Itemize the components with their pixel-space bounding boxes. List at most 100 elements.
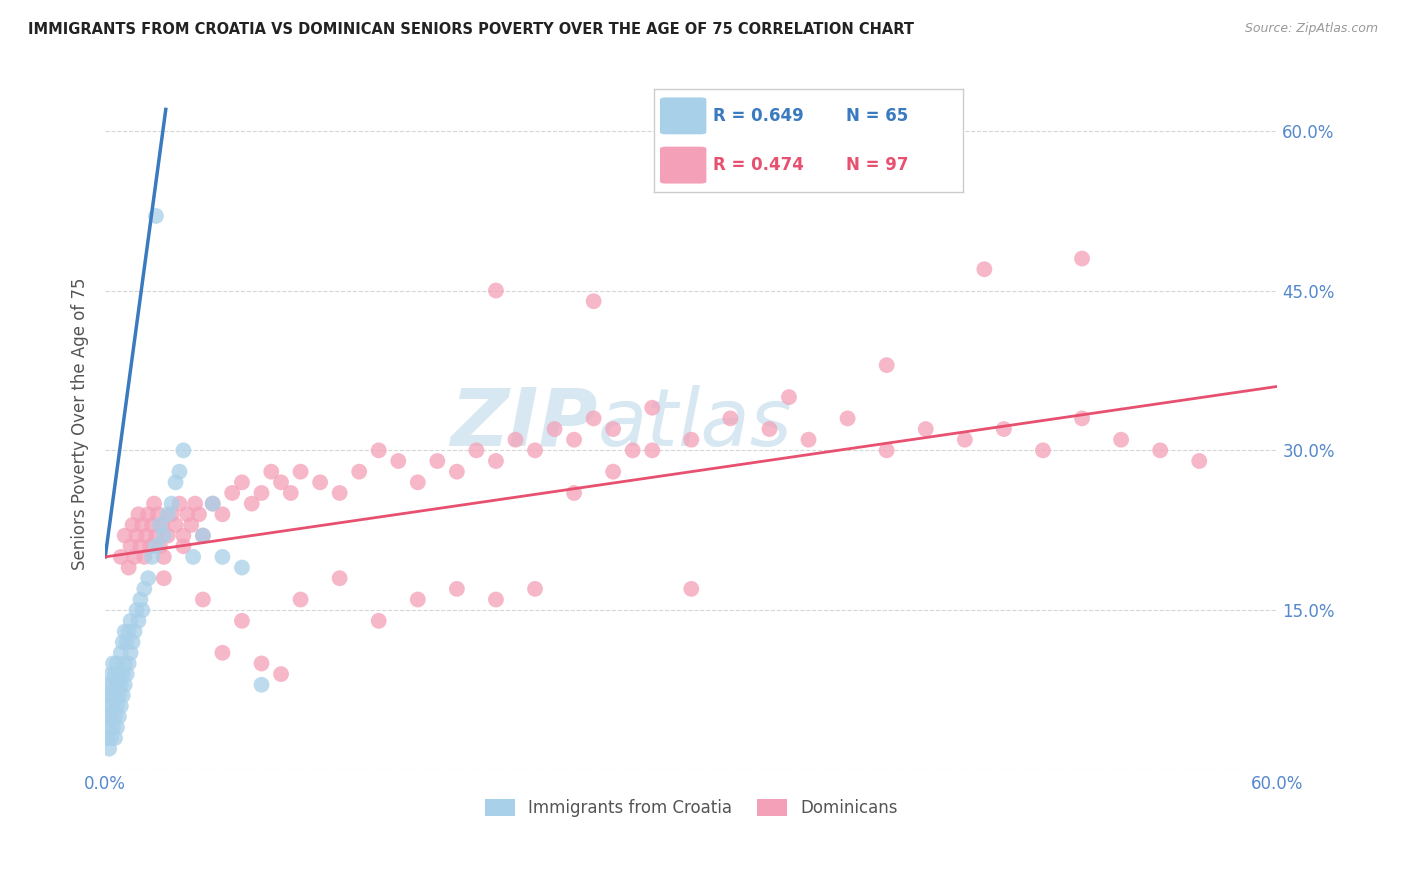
- Point: [465, 443, 488, 458]
- Point: [914, 422, 936, 436]
- Point: [250, 678, 273, 692]
- Point: [96, 731, 118, 745]
- Point: [211, 549, 233, 564]
- Point: [114, 678, 136, 692]
- Point: [98, 678, 121, 692]
- Point: [797, 433, 820, 447]
- FancyBboxPatch shape: [659, 97, 706, 135]
- Text: IMMIGRANTS FROM CROATIA VS DOMINICAN SENIORS POVERTY OVER THE AGE OF 75 CORRELAT: IMMIGRANTS FROM CROATIA VS DOMINICAN SEN…: [28, 22, 914, 37]
- Point: [165, 517, 187, 532]
- Point: [125, 603, 148, 617]
- Point: [145, 528, 167, 542]
- Point: [169, 465, 191, 479]
- Point: [114, 624, 136, 639]
- Point: [758, 422, 780, 436]
- Point: [160, 508, 183, 522]
- Point: [1149, 443, 1171, 458]
- Point: [120, 614, 142, 628]
- Point: [778, 390, 800, 404]
- Text: R = 0.474: R = 0.474: [713, 156, 803, 174]
- Point: [602, 422, 624, 436]
- Point: [121, 635, 143, 649]
- Point: [485, 454, 508, 468]
- Point: [101, 657, 124, 671]
- Point: [387, 454, 409, 468]
- Point: [250, 657, 273, 671]
- Point: [105, 678, 128, 692]
- Point: [172, 443, 194, 458]
- Point: [111, 667, 134, 681]
- Point: [180, 517, 202, 532]
- Point: [110, 646, 132, 660]
- Point: [169, 497, 191, 511]
- Point: [718, 411, 741, 425]
- Text: ZIP: ZIP: [450, 384, 598, 463]
- Point: [290, 465, 312, 479]
- Point: [98, 699, 121, 714]
- Point: [104, 667, 127, 681]
- Point: [290, 592, 312, 607]
- Point: [98, 720, 121, 734]
- Point: [953, 433, 976, 447]
- Point: [108, 689, 131, 703]
- Point: [153, 571, 176, 585]
- Point: [98, 741, 121, 756]
- Point: [104, 710, 127, 724]
- Point: [485, 284, 508, 298]
- Point: [101, 699, 124, 714]
- Point: [134, 582, 156, 596]
- Point: [160, 497, 183, 511]
- Point: [446, 582, 468, 596]
- Point: [543, 422, 565, 436]
- Point: [181, 549, 204, 564]
- Point: [240, 497, 263, 511]
- Point: [184, 497, 207, 511]
- Point: [105, 657, 128, 671]
- Point: [582, 294, 605, 309]
- Point: [1071, 252, 1094, 266]
- Point: [270, 475, 292, 490]
- Point: [153, 528, 176, 542]
- Point: [1188, 454, 1211, 468]
- Legend: Immigrants from Croatia, Dominicans: Immigrants from Croatia, Dominicans: [478, 792, 904, 824]
- Point: [260, 465, 283, 479]
- Point: [172, 539, 194, 553]
- Point: [188, 508, 211, 522]
- Point: [111, 689, 134, 703]
- Point: [127, 508, 149, 522]
- Point: [120, 646, 142, 660]
- Point: [165, 475, 187, 490]
- Point: [129, 592, 152, 607]
- Point: [524, 582, 547, 596]
- Point: [367, 614, 389, 628]
- Point: [156, 508, 179, 522]
- Point: [114, 528, 136, 542]
- Point: [993, 422, 1015, 436]
- Point: [837, 411, 859, 425]
- Point: [110, 699, 132, 714]
- Point: [1109, 433, 1132, 447]
- Point: [446, 465, 468, 479]
- Point: [681, 433, 703, 447]
- Point: [135, 528, 157, 542]
- Point: [201, 497, 224, 511]
- Point: [406, 475, 429, 490]
- Point: [120, 539, 142, 553]
- Point: [108, 667, 131, 681]
- Point: [118, 560, 141, 574]
- Point: [876, 358, 898, 372]
- Point: [131, 517, 153, 532]
- Point: [104, 689, 127, 703]
- Point: [681, 582, 703, 596]
- Point: [105, 699, 128, 714]
- Point: [100, 731, 122, 745]
- Point: [426, 454, 449, 468]
- Point: [145, 209, 167, 223]
- Y-axis label: Seniors Poverty Over the Age of 75: Seniors Poverty Over the Age of 75: [72, 277, 89, 570]
- Point: [121, 517, 143, 532]
- Point: [108, 710, 131, 724]
- FancyBboxPatch shape: [659, 146, 706, 184]
- Point: [114, 657, 136, 671]
- Point: [145, 539, 167, 553]
- Point: [582, 411, 605, 425]
